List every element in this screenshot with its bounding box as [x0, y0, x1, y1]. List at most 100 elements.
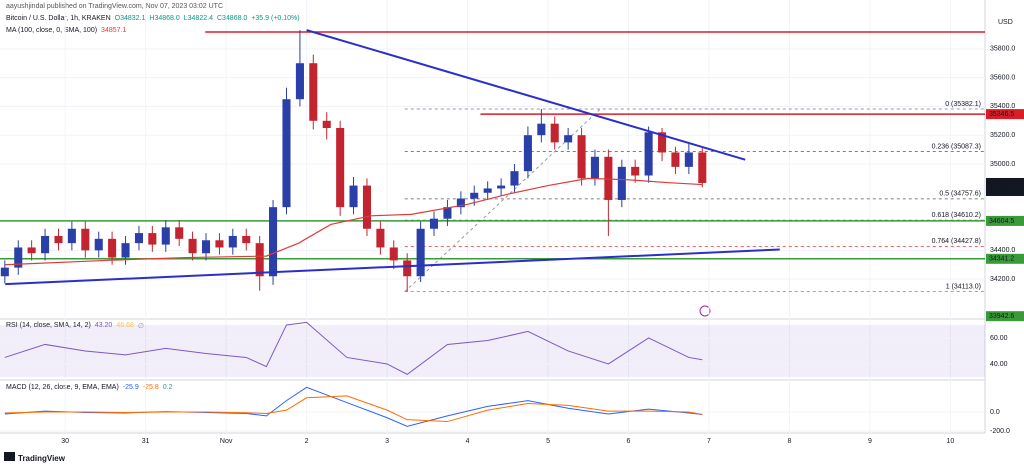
- x-tick-label: 8: [787, 438, 791, 445]
- price-tag: [986, 109, 1024, 120]
- candle-body: [577, 135, 586, 179]
- candle-body: [336, 127, 345, 208]
- price-tag-label: 34868.0: [989, 180, 1014, 187]
- candle-body: [242, 235, 251, 244]
- x-tick-label: 2: [305, 438, 309, 445]
- ohlc: C34868.0: [216, 15, 248, 22]
- candle-body: [67, 228, 76, 244]
- candle-body: [322, 120, 331, 128]
- candle-body: [456, 198, 465, 208]
- candle-body: [604, 156, 613, 200]
- candle-body: [389, 247, 398, 261]
- candle-body: [443, 207, 452, 219]
- candle-body: [684, 152, 693, 167]
- x-tick-label: 31: [142, 438, 150, 445]
- candle-body: [497, 185, 506, 189]
- candle-body: [631, 166, 640, 176]
- macd-legend: MACD (12, 26, close, 9, EMA, EMA) -25.9 …: [6, 384, 172, 391]
- candle-body: [309, 63, 318, 121]
- candle-body: [376, 228, 385, 248]
- rsi-band: [0, 324, 985, 377]
- candle-body: [27, 247, 36, 254]
- candle-body: [161, 227, 170, 245]
- price-tag-label: 34341.2: [989, 256, 1014, 263]
- y-tick-label: 60.00: [990, 335, 1008, 342]
- ma-line: [4, 177, 703, 266]
- y-tick-label: 35600.0: [990, 74, 1015, 81]
- symbol: Bitcoin / U.S. Dollar, 1h, KRAKEN: [6, 15, 111, 22]
- candle-body: [108, 238, 117, 258]
- rsi-value: 43.20: [94, 322, 113, 329]
- candle-body: [188, 238, 197, 254]
- y-tick-label: 35800.0: [990, 46, 1015, 53]
- fib-label: 0.236 (35087.3): [932, 143, 981, 150]
- candle-body: [658, 132, 667, 153]
- ohlc: H34868.0: [149, 15, 180, 22]
- candle-body: [0, 267, 9, 277]
- y-tick-label: 0.0: [990, 409, 1000, 416]
- candle-body: [550, 123, 559, 143]
- ohlc: +35.9 (+0.10%): [251, 15, 300, 22]
- x-tick-label: 4: [466, 438, 470, 445]
- macd-line: [4, 395, 703, 423]
- fib-label: 1 (34113.0): [946, 284, 981, 291]
- candle-body: [671, 152, 680, 167]
- price-tag: [986, 253, 1024, 264]
- candle-body: [510, 171, 519, 186]
- candle-body: [81, 228, 90, 251]
- y-tick-label: 40.00: [990, 361, 1008, 368]
- price-tag: [986, 311, 1024, 322]
- y-tick-label: 35200.0: [990, 132, 1015, 139]
- fib-label: 0.764 (34427.8): [932, 238, 981, 245]
- candle-body: [523, 135, 532, 172]
- candle-body: [537, 123, 546, 136]
- candle-body: [282, 99, 291, 208]
- candle-body: [698, 152, 707, 183]
- candle-body: [362, 185, 371, 229]
- ma-legend: MA (100, close, 0, SMA, 100) 34857.1: [6, 27, 126, 34]
- rsi-name: RSI (14, close, SMA, 14, 2): [6, 322, 91, 329]
- macd-value: -25.9: [122, 384, 139, 391]
- candle-body: [349, 185, 358, 208]
- ma-name: MA (100, close, 0, SMA, 100): [6, 27, 98, 34]
- published: aayushjindal published on TradingView.co…: [6, 3, 224, 10]
- rsi-value: 46.68: [116, 322, 134, 329]
- candle-body: [175, 227, 184, 239]
- candle-body: [134, 233, 144, 244]
- candle-body: [590, 156, 599, 179]
- candle-body: [617, 166, 626, 200]
- x-tick-label: 7: [707, 438, 711, 445]
- candle-body: [41, 235, 50, 254]
- trendline: [306, 29, 746, 161]
- x-tick-label: 30: [61, 438, 69, 445]
- price-tag: [986, 215, 1024, 226]
- event-icon: [699, 305, 711, 317]
- rsi-line: [4, 321, 703, 375]
- candle-body: [215, 240, 224, 248]
- x-tick-label: 10: [946, 438, 954, 445]
- price-tag-label: 34604.5: [989, 218, 1014, 225]
- macd-value: -25.8: [142, 384, 159, 391]
- candle-body: [14, 247, 23, 268]
- candle-body: [201, 240, 211, 254]
- fib-label: 0.618 (34610.2): [932, 212, 981, 219]
- brand-logo: [4, 452, 15, 461]
- fib-label: 0.5 (34757.6): [939, 191, 981, 198]
- ma-value: 34857.1: [101, 27, 127, 34]
- countdown: 57:14: [989, 188, 1007, 195]
- price-tag: [986, 177, 1024, 196]
- price-tag-label: 33942.6: [989, 313, 1014, 320]
- candle-body: [121, 243, 130, 258]
- macd-value: 0.2: [162, 384, 173, 391]
- ohlc: L34822.4: [183, 15, 213, 22]
- candle-body: [54, 235, 63, 244]
- price-tag-label: 35346.5: [989, 111, 1014, 118]
- y-tick-label: 34400.0: [990, 247, 1015, 254]
- x-tick-label: Nov: [220, 438, 233, 445]
- x-tick-label: 6: [627, 438, 631, 445]
- y-tick-label: 34200.0: [990, 276, 1015, 283]
- y-tick-label: 35000.0: [990, 161, 1015, 168]
- x-tick-label: 5: [546, 438, 550, 445]
